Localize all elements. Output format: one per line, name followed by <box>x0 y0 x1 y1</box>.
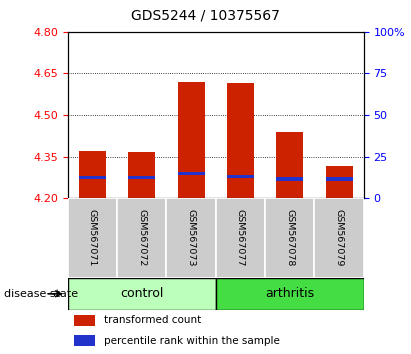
Text: GSM567072: GSM567072 <box>137 209 146 267</box>
Bar <box>68 278 216 310</box>
Text: disease state: disease state <box>4 289 78 299</box>
Bar <box>227 175 254 178</box>
Text: GSM567079: GSM567079 <box>335 209 344 267</box>
Text: GDS5244 / 10375567: GDS5244 / 10375567 <box>131 9 280 23</box>
Bar <box>128 176 155 179</box>
Text: GSM567071: GSM567071 <box>88 209 97 267</box>
Text: GSM567077: GSM567077 <box>236 209 245 267</box>
Text: arthritis: arthritis <box>265 287 314 300</box>
Bar <box>128 153 155 198</box>
Bar <box>178 82 205 198</box>
Text: transformed count: transformed count <box>104 315 201 325</box>
Bar <box>216 278 364 310</box>
Bar <box>79 176 106 179</box>
Bar <box>227 83 254 198</box>
Bar <box>276 132 303 198</box>
Bar <box>265 198 314 278</box>
Bar <box>166 198 216 278</box>
Bar <box>178 172 205 175</box>
Bar <box>314 198 364 278</box>
Bar <box>117 198 166 278</box>
Bar <box>216 198 265 278</box>
Bar <box>326 166 353 198</box>
Bar <box>79 151 106 198</box>
Bar <box>276 177 303 181</box>
Text: GSM567073: GSM567073 <box>187 209 196 267</box>
Bar <box>74 335 95 346</box>
Bar <box>68 198 117 278</box>
Text: percentile rank within the sample: percentile rank within the sample <box>104 336 280 346</box>
Bar <box>326 177 353 181</box>
Bar <box>74 315 95 326</box>
Text: control: control <box>120 287 164 300</box>
Text: GSM567078: GSM567078 <box>285 209 294 267</box>
